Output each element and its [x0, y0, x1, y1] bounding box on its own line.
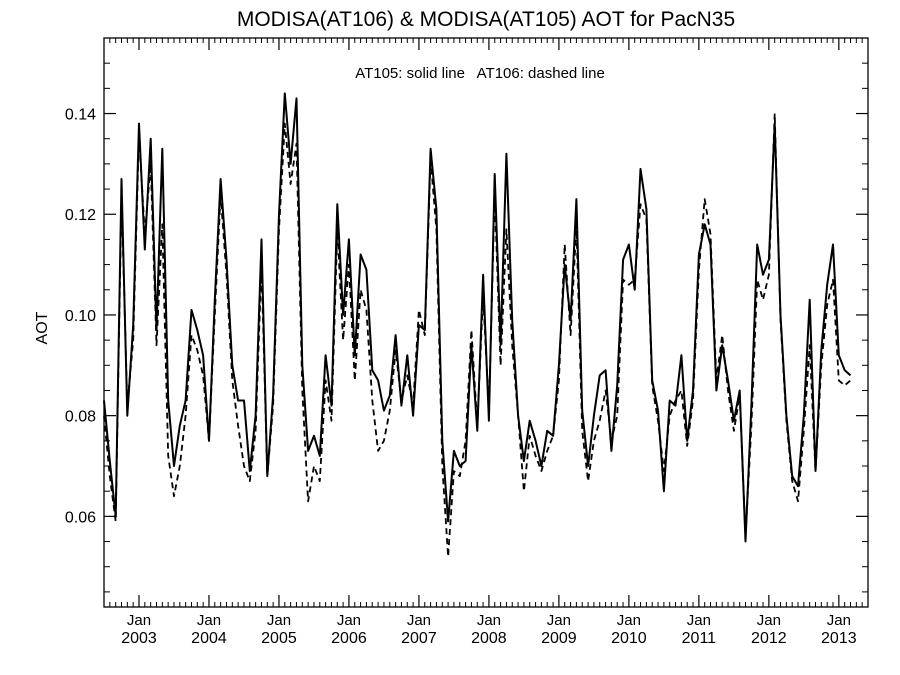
x-tick-month-label: Jan: [687, 612, 711, 629]
y-tick-labels: 0.06 0.08 0.10 0.12 0.14: [65, 107, 96, 527]
x-tick-year-label: 2013: [821, 630, 857, 647]
x-tick-year-label: 2010: [611, 630, 647, 647]
x-tick-year-label: 2011: [682, 630, 717, 647]
y-tick-label: 0.08: [65, 409, 96, 426]
series-line-at106: [103, 112, 852, 558]
x-tick-month-label: Jan: [197, 612, 221, 629]
series-line-at105: [103, 92, 852, 543]
x-tick-year-label: 2003: [121, 630, 157, 647]
x-tick-month-label: Jan: [757, 612, 781, 629]
y-axis-label: AOT: [34, 311, 51, 344]
x-tick-month-label: Jan: [617, 612, 641, 629]
x-tick-month-label: Jan: [827, 612, 851, 629]
x-tick-year-label: 2004: [191, 630, 227, 647]
x-tick-labels: Jan2003Jan2004Jan2005Jan2006Jan2007Jan20…: [121, 612, 857, 647]
y-tick-label: 0.10: [65, 308, 96, 325]
plot-frame: [103, 37, 869, 608]
x-tick-month-label: Jan: [267, 612, 291, 629]
x-tick-month-label: Jan: [127, 612, 151, 629]
x-tick-year-label: 2008: [471, 630, 507, 647]
x-tick-month-label: Jan: [477, 612, 501, 629]
x-tick-year-label: 2012: [751, 630, 787, 647]
y-tick-label: 0.06: [65, 509, 96, 526]
series-lines: [103, 92, 852, 558]
x-tick-month-label: Jan: [407, 612, 431, 629]
x-tick-year-label: 2007: [401, 630, 437, 647]
x-tick-month-label: Jan: [337, 612, 361, 629]
x-tick-year-label: 2006: [331, 630, 367, 647]
y-tick-label: 0.14: [65, 107, 96, 124]
axis-ticks: [104, 37, 868, 607]
x-tick-month-label: Jan: [547, 612, 571, 629]
x-tick-year-label: 2005: [261, 630, 297, 647]
y-tick-label: 0.12: [65, 207, 96, 224]
line-style-annotation: AT105: solid line AT106: dashed line: [355, 65, 605, 82]
x-tick-year-label: 2009: [541, 630, 577, 647]
chart-title: MODISA(AT106) & MODISA(AT105) AOT for Pa…: [237, 8, 735, 31]
